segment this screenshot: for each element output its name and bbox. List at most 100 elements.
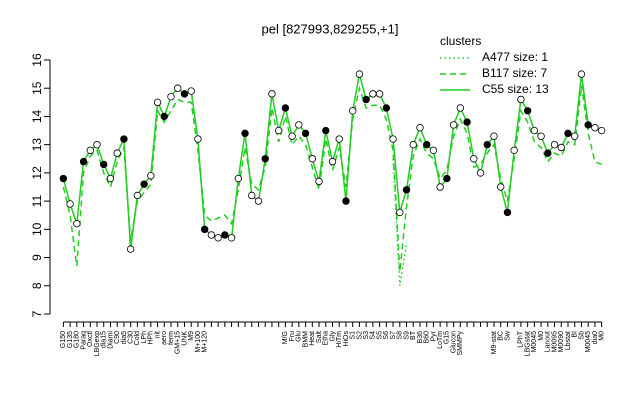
y-tick-label: 14 [30,109,44,123]
data-point [577,70,586,78]
data-point [227,234,236,242]
data-point [241,129,249,138]
data-point [348,107,357,115]
data-point [221,231,229,239]
x-tick-label: dia0 [592,331,599,344]
data-point [597,126,606,135]
x-tick-label: S4 [370,331,377,340]
data-point [248,191,256,200]
x-tick-label: S9 [403,331,410,340]
data-point [443,174,451,183]
data-point [328,157,337,166]
data-point [476,169,485,177]
x-tick-label: HPh [148,331,155,345]
data-point [470,155,478,163]
data-point [396,208,404,217]
data-point [174,84,182,92]
y-tick-label: 9 [30,254,44,261]
x-tick-label: BC [498,331,505,341]
data-point [517,95,525,104]
x-tick-label: LoTm [437,331,444,349]
y-tick-label: 15 [30,81,44,95]
x-tick-label: S8 [397,331,404,340]
x-tick-label: M9 [188,331,195,341]
x-tick-label: ferm [168,331,175,345]
x-tick-label: S2 [356,331,363,340]
data-point [537,132,545,140]
data-point [295,121,303,129]
data-point [200,225,209,234]
x-tick-label: Lanout [545,331,552,352]
x-tick-label: M0090 [558,331,565,353]
data-point [382,104,391,112]
x-tick-label: HiTm [336,331,343,348]
data-point [584,121,592,129]
x-tick-label: Paraq [80,331,87,350]
data-point [557,143,565,152]
y-tick-label: 8 [30,282,44,289]
x-tick-label: Heat [309,331,316,346]
x-tick-label: aero [161,331,168,345]
data-point [402,186,411,194]
x-tick-label: SMMPy [457,331,464,356]
data-point [113,149,121,157]
data-point [59,174,68,183]
data-point [100,160,108,169]
x-tick-label: nit [154,331,161,338]
x-tick-label: GM+15 [175,331,182,354]
data-point [126,245,135,253]
data-point [106,174,115,183]
x-tick-label: Diami [107,331,114,349]
data-point [335,135,343,143]
data-point [86,146,94,155]
x-tick-label: M+120 [202,331,209,353]
data-point [375,90,384,98]
data-point [147,172,155,180]
legend-label: C55 size: 13 [482,82,549,96]
x-tick-label: LPhT [518,330,525,347]
data-point [463,118,471,126]
y-tick-label: 13 [30,138,44,152]
data-point [66,200,74,208]
data-point [180,90,189,98]
x-tick-label: S3 [363,331,370,340]
data-point [120,135,128,143]
x-tick-label: S5 [376,331,383,340]
data-point [160,112,168,121]
x-tick-label: M0 [538,331,545,341]
x-tick-label: dia5 [121,331,128,344]
data-point [288,132,296,140]
x-tick-label: UNK [181,331,188,346]
x-tick-label: HiOs [343,331,350,347]
x-tick-label: Etha [323,331,330,346]
data-point [449,121,458,129]
x-tick-label: BMM [302,331,309,348]
data-point [214,234,222,242]
data-point [342,197,350,205]
data-point [355,70,364,78]
data-point [93,140,101,149]
data-point [140,180,148,188]
x-tick-label: Pyr [430,330,437,341]
x-tick-label: C30 [127,331,134,344]
x-tick-label: S1 [350,331,357,340]
x-tick-label: M0 [598,331,605,341]
data-point [550,140,559,149]
data-point [497,183,505,191]
legend-label: A477 size: 1 [482,50,548,64]
x-tick-label: C90 [114,331,121,344]
x-tick-label: BT [410,330,417,340]
data-point [301,129,310,138]
data-point [281,104,290,112]
data-point [456,104,465,112]
data-point [490,132,498,140]
x-tick-label: B60 [424,331,431,344]
data-point [234,174,243,183]
x-tick-label: Glucon [450,331,457,353]
data-point [207,231,216,239]
x-tick-label: BI [572,331,579,338]
x-tick-label: Lbstat [565,331,572,350]
data-point [591,124,599,132]
data-point [362,95,370,104]
